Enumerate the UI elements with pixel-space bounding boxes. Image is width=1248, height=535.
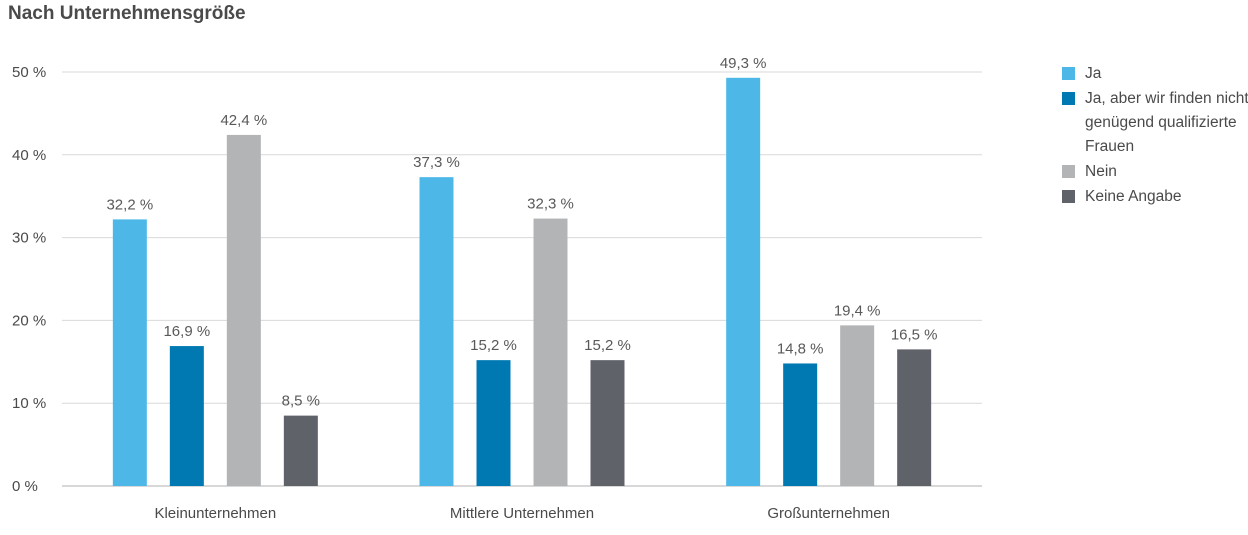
y-tick-label: 20 %	[12, 312, 46, 329]
legend: Ja Ja, aber wir finden nicht genügend qua…	[1062, 62, 1248, 210]
bar	[419, 177, 454, 486]
data-label: 37,3 %	[413, 154, 460, 171]
legend-label: Keine Angabe	[1085, 188, 1182, 205]
data-label: 32,3 %	[527, 196, 574, 213]
data-label: 16,9 %	[163, 323, 210, 340]
legend-swatch	[1062, 67, 1075, 80]
y-tick-label: 10 %	[12, 395, 46, 412]
bar	[726, 77, 761, 487]
data-label: 15,2 %	[584, 337, 631, 354]
bar-chart: 0 % 10 % 20 % 30 % 40 % 50 % 32,2 % 16,9 % 42,4 …	[12, 55, 982, 522]
x-category-label: Großunternehmen	[767, 505, 890, 522]
data-label: 16,5 %	[891, 326, 938, 343]
legend-swatch	[1062, 92, 1075, 105]
y-tick-label: 0 %	[12, 478, 38, 495]
bar	[533, 218, 568, 486]
legend-swatch	[1062, 190, 1075, 203]
bar	[169, 346, 204, 486]
chart-title: Nach Unternehmensgröße	[8, 3, 246, 24]
y-tick-label: 40 %	[12, 147, 46, 164]
data-label: 15,2 %	[470, 337, 517, 354]
bar	[783, 363, 818, 486]
legend-item: Ja, aber wir finden nicht genügend quali…	[1062, 87, 1248, 159]
legend-item: Ja	[1062, 62, 1248, 86]
legend-label: Ja	[1085, 65, 1102, 82]
legend-item: Keine Angabe	[1062, 185, 1248, 209]
bar	[283, 415, 318, 486]
x-category-label: Kleinunternehmen	[154, 505, 276, 522]
data-label: 49,3 %	[720, 55, 767, 72]
bar	[897, 349, 932, 486]
y-tick-label: 50 %	[12, 64, 46, 81]
data-label: 19,4 %	[834, 302, 881, 319]
data-label: 42,4 %	[220, 112, 267, 129]
bar	[112, 219, 147, 486]
x-category-label: Mittlere Unternehmen	[450, 505, 594, 522]
legend-label: Nein	[1085, 163, 1117, 180]
bar	[840, 325, 875, 486]
data-label: 32,2 %	[106, 196, 153, 213]
bar	[476, 360, 511, 486]
bar	[590, 360, 625, 486]
legend-swatch	[1062, 165, 1075, 178]
bar	[226, 134, 261, 487]
legend-label: Ja, aber wir finden nicht genügend quali…	[1085, 90, 1248, 155]
legend-item: Nein	[1062, 160, 1248, 184]
data-label: 8,5 %	[282, 393, 320, 410]
y-tick-label: 30 %	[12, 230, 46, 247]
data-label: 14,8 %	[777, 340, 824, 357]
